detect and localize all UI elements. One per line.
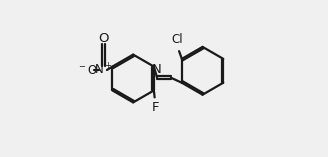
Text: $^-$O: $^-$O — [77, 64, 98, 76]
Text: N: N — [152, 63, 162, 76]
Text: F: F — [152, 101, 159, 114]
Text: N$^+$: N$^+$ — [94, 62, 112, 78]
Text: Cl: Cl — [172, 33, 183, 46]
Text: O: O — [98, 32, 108, 45]
